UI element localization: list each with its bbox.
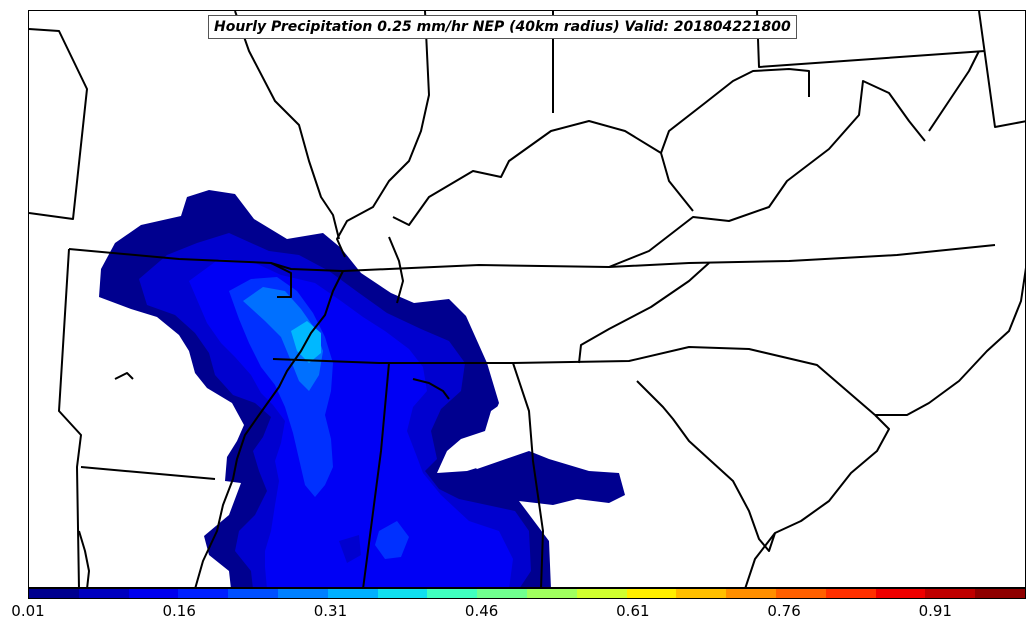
border-state-17 (234, 11, 340, 240)
map-title: Hourly Precipitation 0.25 mm/hr NEP (40k… (208, 15, 797, 39)
precip-hole-1 (437, 404, 525, 473)
colorbar-segment (576, 589, 627, 598)
border-state-16 (336, 11, 430, 258)
colorbar-segment (676, 589, 727, 598)
colorbar-tick-label: 0.01 (11, 602, 45, 620)
colorbar-segment (29, 589, 79, 598)
colorbar-segment (178, 589, 229, 598)
colorbar-segment (78, 589, 129, 598)
colorbar-tick-label: 0.61 (616, 602, 650, 620)
border-state-8 (512, 362, 544, 587)
colorbar-tick-label: 0.16 (162, 602, 196, 620)
border-state-11 (388, 244, 996, 270)
precipitation-map (28, 10, 1026, 588)
colorbar-tick-label: 0.46 (464, 602, 499, 620)
border-state-7 (362, 362, 390, 587)
colorbar-segment (875, 589, 926, 598)
border-state-5 (80, 466, 216, 480)
border-state-3 (270, 262, 292, 298)
river-lower (388, 236, 404, 304)
colorbar-tick-label: 0.31 (313, 602, 348, 620)
border-state-9 (512, 346, 876, 416)
colorbar-segment (427, 589, 478, 598)
coastline-chesapeake (928, 50, 980, 132)
precip-hole-2 (499, 379, 515, 397)
border-state-2 (68, 248, 390, 272)
colorbar-segment (775, 589, 826, 598)
colorbar-tick-label: 0.91 (918, 602, 952, 620)
colorbar-segment (825, 589, 876, 598)
map-canvas (29, 11, 1025, 587)
border-state-4 (58, 248, 82, 587)
precip-level-5 (243, 287, 323, 391)
precip-level-4-patch (375, 521, 409, 559)
border-sc (636, 380, 776, 552)
colorbar-tick-label: 0.76 (767, 602, 801, 620)
precip-contours (99, 190, 625, 587)
border-state-6 (272, 358, 513, 364)
lake-2 (114, 372, 134, 380)
border-state-19 (978, 11, 1025, 128)
border-state-10 (578, 262, 710, 364)
colorbar-segment (327, 589, 378, 598)
river-gulf (78, 530, 90, 587)
precip-level-2-patch (339, 535, 361, 563)
colorbar-segment (925, 589, 976, 598)
border-state-14 (660, 68, 810, 154)
coastline-east (875, 267, 1025, 416)
colorbar-segment (477, 589, 527, 598)
colorbar-segment (626, 589, 677, 598)
border-state-13 (392, 120, 694, 226)
coastline-south (744, 414, 890, 587)
border-state-1 (29, 28, 88, 220)
colorbar-segment (975, 589, 1025, 598)
colorbar-segment (377, 589, 428, 598)
colorbar-segment (726, 589, 776, 598)
colorbar-segment (526, 589, 577, 598)
colorbar-segment (277, 589, 328, 598)
colorbar-segment (128, 589, 179, 598)
political-borders (29, 11, 1025, 587)
lake-1 (412, 378, 450, 400)
colorbar-segment (228, 589, 278, 598)
colorbar (28, 588, 1026, 599)
border-state-12 (608, 80, 926, 268)
border-state-20 (194, 270, 344, 587)
